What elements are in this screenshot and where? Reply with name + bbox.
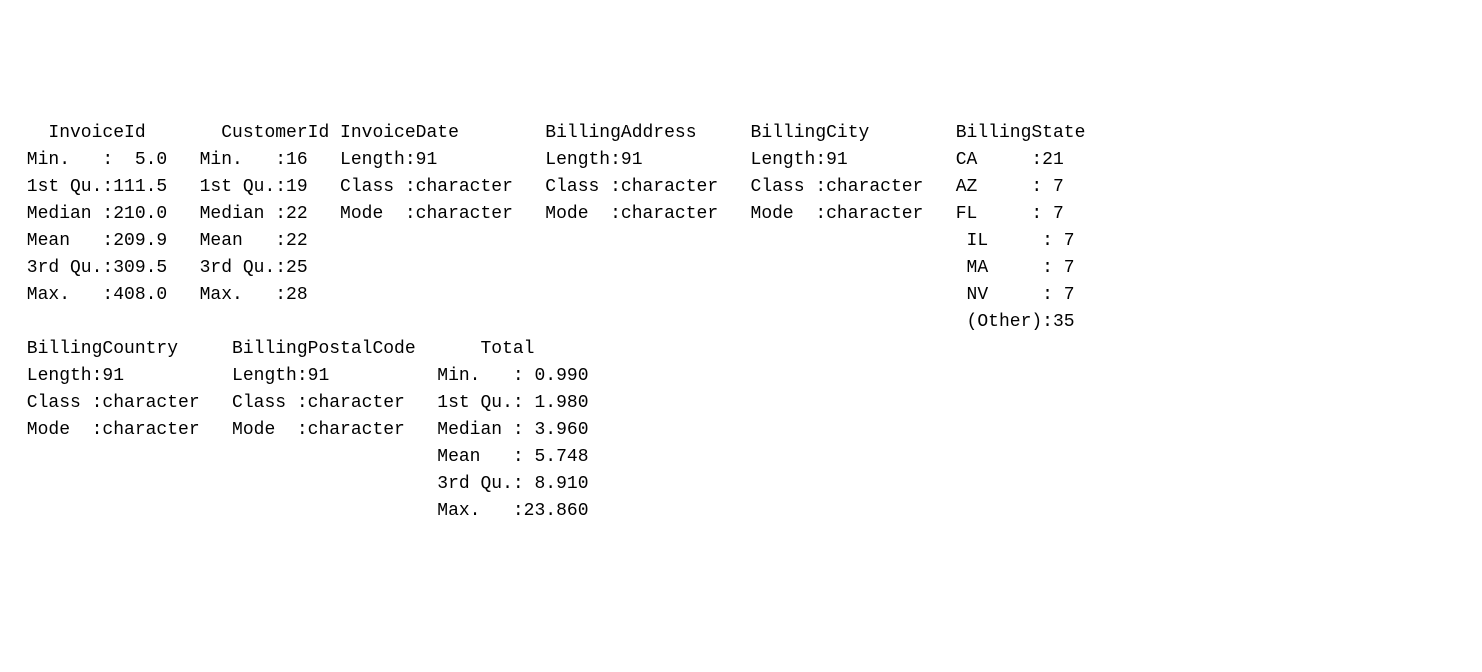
summary-line: Max. :408.0 Max. :28 NV : 7 <box>16 285 1096 305</box>
summary-line: 3rd Qu.:309.5 3rd Qu.:25 MA : 7 <box>16 258 1096 278</box>
summary-line: Mean :209.9 Mean :22 IL : 7 <box>16 231 1096 251</box>
summary-line: Min. : 5.0 Min. :16 Length:91 Length:91 … <box>16 150 1085 170</box>
summary-line: Length:91 Length:91 Min. : 0.990 <box>16 366 610 386</box>
summary-line: 1st Qu.:111.5 1st Qu.:19 Class :characte… <box>16 177 1085 197</box>
summary-line: (Other):35 <box>16 312 1096 332</box>
summary-line: Mode :character Mode :character Median :… <box>16 420 610 440</box>
summary-line: Median :210.0 Median :22 Mode :character… <box>16 204 1085 224</box>
summary-line: BillingCountry BillingPostalCode Total <box>16 339 610 359</box>
summary-line: Mean : 5.748 <box>16 447 610 467</box>
r-summary-output: InvoiceId CustomerId InvoiceDate Billing… <box>16 120 1466 525</box>
summary-line: Max. :23.860 <box>16 501 610 521</box>
summary-line: 3rd Qu.: 8.910 <box>16 474 610 494</box>
summary-line: InvoiceId CustomerId InvoiceDate Billing… <box>16 123 1085 143</box>
summary-line: Class :character Class :character 1st Qu… <box>16 393 610 413</box>
